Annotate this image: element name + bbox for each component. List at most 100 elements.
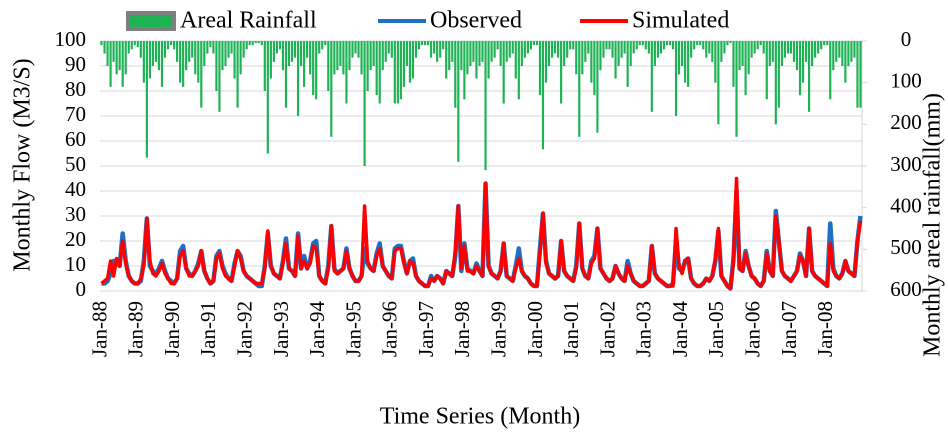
- rain-bar: [741, 41, 744, 66]
- rain-bar: [239, 41, 242, 75]
- rain-bar: [832, 41, 835, 71]
- rain-bar: [544, 41, 548, 83]
- rain-bar: [647, 41, 650, 54]
- rain-bar: [118, 41, 121, 71]
- rain-bar: [626, 41, 629, 87]
- y-tick-label: 70: [65, 102, 86, 126]
- rain-bar: [354, 41, 357, 54]
- rain-bar: [218, 41, 221, 112]
- rain-bar: [100, 41, 103, 46]
- rain-bar: [762, 41, 765, 54]
- rain-bar: [677, 41, 681, 75]
- rain-bar: [248, 41, 251, 46]
- y-tick-label: 90: [65, 52, 86, 76]
- rain-bar: [224, 41, 227, 66]
- y-tick-label: 10: [65, 252, 86, 276]
- rain-bar: [599, 41, 602, 71]
- rain-bar: [744, 41, 747, 96]
- rain-bar: [632, 41, 635, 54]
- rain-bar: [103, 41, 106, 54]
- rain-bar: [212, 41, 215, 54]
- rain-bar: [303, 41, 306, 87]
- rain-bar: [451, 41, 454, 62]
- y-tick-label: 20: [65, 227, 86, 251]
- x-tick-label: Jan-02: [595, 301, 619, 357]
- rain-bar: [145, 41, 148, 158]
- rain-bar: [420, 41, 424, 46]
- rain-bar: [511, 41, 514, 54]
- rain-bar: [684, 41, 687, 83]
- rain-bar: [490, 41, 493, 62]
- rain-bar: [750, 41, 753, 58]
- rain-bar: [336, 41, 339, 71]
- x-tick-label: Jan-06: [740, 301, 764, 357]
- rain-bar: [656, 41, 659, 58]
- rain-bar: [629, 41, 632, 66]
- rain-bar: [390, 41, 393, 58]
- rain-bar: [671, 41, 675, 50]
- y-tick-label: 30: [65, 202, 86, 226]
- y-tick-label: 50: [65, 152, 86, 176]
- rain-bar: [299, 41, 303, 66]
- rain-bar: [696, 41, 699, 46]
- rain-bar: [807, 41, 811, 112]
- rain-bar: [826, 41, 829, 46]
- rain-bar: [387, 41, 390, 54]
- y2-tick-label: 0: [901, 27, 912, 51]
- rain-bar: [469, 41, 472, 66]
- rain-bar: [786, 41, 790, 54]
- rain-bar: [538, 41, 542, 96]
- y2-tick-label: 600: [890, 277, 922, 301]
- rain-bar: [230, 41, 233, 54]
- rain-bar: [188, 41, 191, 62]
- rain-bar: [853, 41, 856, 58]
- x-axis-title: Time Series (Month): [380, 404, 580, 430]
- rain-bar: [768, 41, 771, 66]
- rain-bar: [378, 41, 381, 104]
- rain-bar: [266, 41, 269, 154]
- rain-bar: [172, 41, 176, 50]
- rain-bar: [157, 41, 161, 71]
- rain-bar: [242, 41, 245, 58]
- x-tick-label: Jan-99: [486, 301, 510, 357]
- y2-tick-label: 400: [890, 193, 922, 217]
- rain-bar: [411, 41, 415, 79]
- rain-bar: [384, 41, 387, 62]
- rain-bar: [372, 41, 375, 66]
- rain-bar: [151, 41, 155, 66]
- rain-bar: [814, 41, 817, 58]
- rain-bar: [817, 41, 820, 54]
- rain-bar: [254, 41, 257, 44]
- rain-bar: [481, 41, 484, 62]
- y-tick-label: 100: [55, 27, 87, 51]
- x-tick-label: Jan-95: [341, 301, 365, 357]
- rain-bar: [281, 41, 285, 71]
- rain-bar: [541, 41, 545, 150]
- rain-bar: [859, 41, 862, 108]
- rain-bar: [423, 41, 427, 46]
- rain-bar: [257, 41, 260, 44]
- rain-bar: [393, 41, 396, 104]
- rain-bar: [463, 41, 466, 100]
- rain-bar: [436, 41, 439, 62]
- rain-bar: [200, 41, 203, 108]
- x-tick-label: Jan-00: [523, 301, 547, 357]
- rain-bar: [130, 41, 133, 50]
- rain-bar: [426, 41, 430, 46]
- rain-bar: [121, 41, 124, 87]
- rain-bar: [284, 41, 288, 108]
- rain-bar: [720, 41, 723, 62]
- rain-bar: [602, 41, 605, 58]
- rain-bar: [535, 41, 539, 46]
- rain-bar: [399, 41, 402, 100]
- rain-bar: [206, 41, 209, 54]
- rain-bar: [139, 41, 142, 58]
- rain-bar: [774, 41, 777, 125]
- rain-bar: [363, 41, 366, 166]
- rain-bar: [112, 41, 115, 62]
- rain-bar: [587, 41, 590, 54]
- legend-label: Observed: [430, 8, 522, 34]
- rain-bar: [169, 41, 173, 46]
- rain-bar: [520, 41, 523, 66]
- rain-bar: [553, 41, 557, 54]
